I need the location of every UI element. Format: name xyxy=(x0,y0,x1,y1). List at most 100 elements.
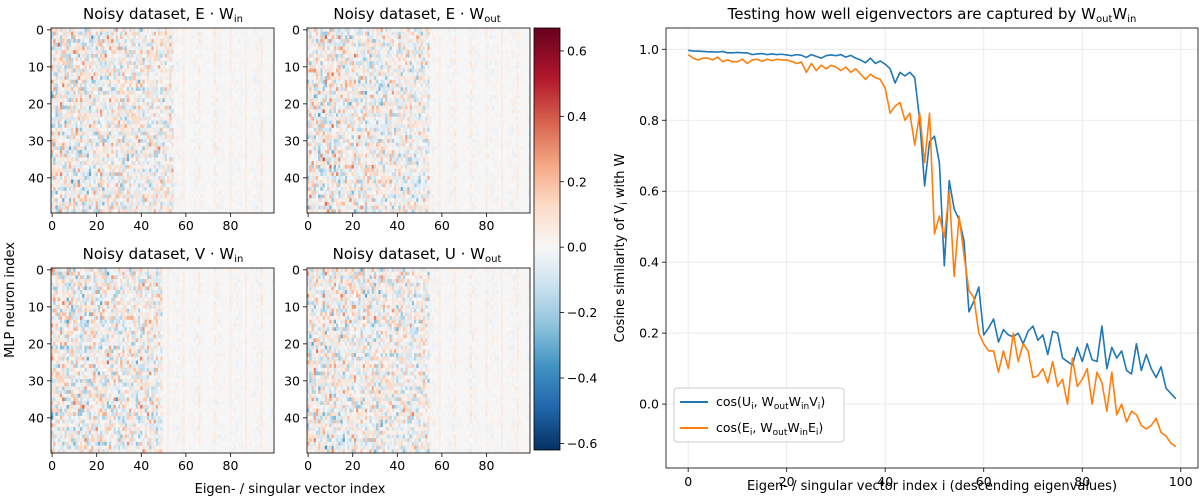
heatmap-cell xyxy=(195,209,199,214)
heatmap-cell xyxy=(269,142,273,147)
heatmap-cell xyxy=(229,87,232,92)
heatmap-cell xyxy=(262,153,266,158)
heatmap-cell xyxy=(71,65,74,69)
heatmap-cell xyxy=(245,190,248,195)
heatmap-cell xyxy=(182,157,186,162)
heatmap-cell xyxy=(242,161,246,166)
heatmap-cell xyxy=(200,150,203,155)
heatmap-cell xyxy=(182,35,186,40)
heatmap-cell xyxy=(231,209,235,214)
heatmap-cell xyxy=(135,146,139,151)
heatmap-cell xyxy=(75,205,79,210)
heatmap-cell xyxy=(166,87,170,92)
heatmap-cell xyxy=(59,164,63,169)
heatmap-cell xyxy=(153,190,157,195)
heatmap-cell xyxy=(207,120,210,125)
heatmap-cell xyxy=(71,209,74,214)
heatmap-cell xyxy=(88,35,92,40)
heatmap-cell xyxy=(68,139,72,143)
heatmap-cell xyxy=(115,194,119,199)
heatmap-cell xyxy=(68,79,72,84)
heatmap-cell xyxy=(53,31,56,36)
heatmap-cell xyxy=(73,87,76,92)
heatmap-cell xyxy=(102,102,105,106)
heatmap-cell xyxy=(240,102,244,106)
heatmap-cell xyxy=(187,83,190,88)
heatmap-cell xyxy=(169,90,172,95)
heatmap-cell xyxy=(88,201,92,206)
heatmap-cell xyxy=(218,209,221,214)
heatmap-cell xyxy=(133,94,137,99)
heatmap-cell xyxy=(242,209,246,214)
heatmap-cell xyxy=(271,139,275,143)
heatmap-cell xyxy=(189,183,192,188)
heatmap-cell xyxy=(204,39,208,44)
heatmap-cell xyxy=(126,209,130,214)
heatmap-cell xyxy=(256,46,259,51)
heatmap-cell xyxy=(68,150,72,155)
heatmap-cell xyxy=(131,142,134,147)
heatmap-cell xyxy=(137,57,141,62)
heatmap-cell xyxy=(93,28,96,32)
heatmap-cell xyxy=(122,57,125,62)
heatmap-cell xyxy=(131,164,134,169)
heatmap-cell xyxy=(207,201,210,206)
heatmap-cell xyxy=(262,124,266,129)
heatmap-cell xyxy=(77,105,81,110)
heatmap-cell xyxy=(93,35,96,40)
heatmap-cell xyxy=(198,124,201,129)
heatmap-cell xyxy=(77,124,81,129)
heatmap-cell xyxy=(142,150,145,155)
heatmap-cell xyxy=(191,135,195,140)
heatmap-cell xyxy=(224,153,228,158)
heatmap-cell xyxy=(149,116,152,121)
heatmap-cell xyxy=(178,28,181,32)
heatmap-cell xyxy=(269,183,273,188)
heatmap-cell xyxy=(229,194,232,199)
heatmap-cell xyxy=(86,187,90,192)
heatmap-cell xyxy=(62,168,65,173)
heatmap-cell xyxy=(77,153,81,158)
heatmap-cell xyxy=(64,172,67,177)
heatmap-cell xyxy=(160,98,163,103)
heatmap-cell xyxy=(193,31,197,36)
heatmap-cell xyxy=(162,76,166,81)
heatmap-cell xyxy=(227,131,230,136)
heatmap-cell xyxy=(108,46,112,51)
heatmap-cell xyxy=(216,164,219,169)
heatmap-cell xyxy=(86,50,90,55)
heatmap-cell xyxy=(256,39,259,44)
heatmap-cell xyxy=(75,39,79,44)
heatmap-cell xyxy=(140,209,143,214)
heatmap-cell xyxy=(265,28,268,32)
heatmap-cell xyxy=(66,31,70,36)
heatmap-cell xyxy=(224,72,228,77)
heatmap-cell xyxy=(209,65,212,69)
heatmap-cell xyxy=(151,109,154,114)
heatmap-cell xyxy=(218,172,221,177)
heatmap-cell xyxy=(155,65,159,69)
heatmap-cell xyxy=(193,116,197,121)
heatmap-cell xyxy=(151,190,154,195)
heatmap-cell xyxy=(195,157,199,162)
heatmap-cell xyxy=(84,46,87,51)
heatmap-cell xyxy=(236,102,239,106)
heatmap-cell xyxy=(191,131,195,136)
heatmap-cell xyxy=(180,113,183,118)
heatmap-cell xyxy=(64,39,67,44)
heatmap-cell xyxy=(64,124,67,129)
heatmap-cell xyxy=(204,198,208,203)
heatmap-cell xyxy=(66,183,70,188)
heatmap-cell xyxy=(224,198,228,203)
heatmap-cell xyxy=(204,105,208,110)
heatmap-cell xyxy=(62,53,65,58)
heatmap-cell xyxy=(209,42,212,47)
heatmap-cell xyxy=(79,76,83,81)
heatmap-cell xyxy=(222,135,226,140)
heatmap-cell xyxy=(231,68,235,73)
heatmap-cell xyxy=(209,90,212,95)
heatmap-cell xyxy=(111,76,114,81)
heatmap-cell xyxy=(135,28,139,32)
heatmap-cell xyxy=(122,209,125,214)
heatmap-cell xyxy=(64,131,67,136)
